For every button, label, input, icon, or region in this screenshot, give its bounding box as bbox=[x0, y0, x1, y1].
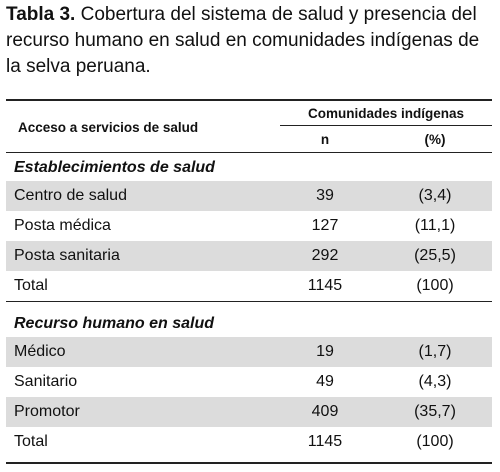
section-title: Establecimientos de salud bbox=[14, 159, 215, 176]
percent-cell: (35,7) bbox=[414, 403, 456, 420]
row-label: Posta médica bbox=[14, 217, 111, 234]
group-rule bbox=[280, 125, 492, 126]
percent-cell: (100) bbox=[416, 433, 454, 450]
row-shade bbox=[6, 241, 492, 271]
count-cell: 1145 bbox=[307, 433, 343, 450]
percent-cell: (11,1) bbox=[414, 217, 456, 234]
count-cell: 127 bbox=[311, 217, 339, 234]
percent-cell: (25,5) bbox=[414, 247, 456, 264]
percent-cell: (1,7) bbox=[418, 343, 452, 360]
row-shade bbox=[6, 181, 492, 211]
top-rule bbox=[6, 99, 492, 101]
row-label: Médico bbox=[14, 343, 66, 360]
count-cell: 292 bbox=[311, 247, 339, 264]
percent-cell: (100) bbox=[416, 277, 454, 294]
group-header: Comunidades indígenas bbox=[307, 106, 465, 121]
row-label: Centro de salud bbox=[14, 187, 127, 204]
caption-text: Cobertura del sistema de salud y presenc… bbox=[6, 4, 480, 77]
header-rule bbox=[6, 152, 492, 153]
count-cell: 1145 bbox=[307, 277, 343, 294]
count-cell: 49 bbox=[316, 373, 334, 390]
caption-label: Tabla 3. bbox=[6, 4, 76, 25]
col-header: n bbox=[320, 132, 330, 147]
row-label: Sanitario bbox=[14, 373, 78, 390]
table-caption: Tabla 3. Cobertura del sistema de salud … bbox=[6, 2, 496, 80]
row-label: Posta sanitaria bbox=[14, 247, 120, 264]
section-rule bbox=[6, 301, 492, 302]
percent-cell: (4,3) bbox=[418, 373, 452, 390]
section-title: Recurso humano en salud bbox=[14, 315, 215, 332]
row-label: Total bbox=[14, 277, 48, 294]
row-shade bbox=[6, 337, 492, 367]
percent-cell: (3,4) bbox=[418, 187, 452, 204]
row-header: Acceso a servicios de salud bbox=[18, 120, 199, 135]
row-shade bbox=[6, 397, 492, 427]
bottom-rule bbox=[6, 462, 492, 464]
row-label: Promotor bbox=[14, 403, 80, 420]
count-cell: 409 bbox=[311, 403, 339, 420]
count-cell: 19 bbox=[316, 343, 334, 360]
col-header: (%) bbox=[424, 132, 446, 147]
count-cell: 39 bbox=[316, 187, 334, 204]
row-label: Total bbox=[14, 433, 48, 450]
